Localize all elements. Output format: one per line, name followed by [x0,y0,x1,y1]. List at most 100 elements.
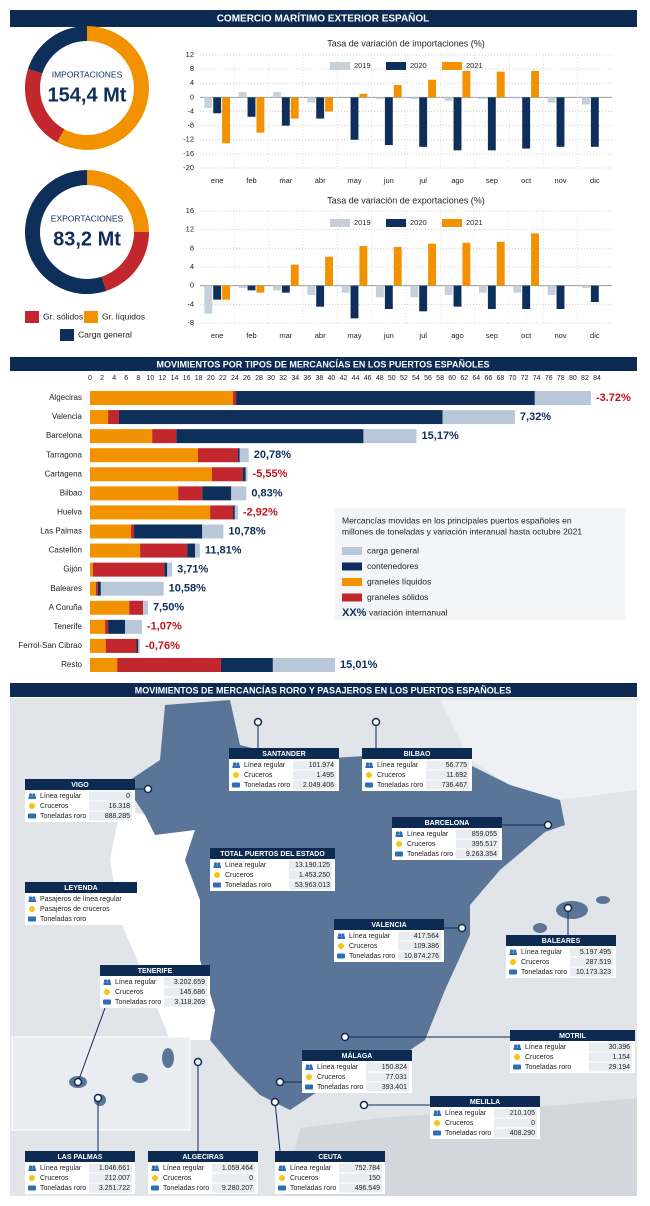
icon-cruise [279,1175,285,1181]
bar [204,285,213,314]
icon-cruise [434,1120,440,1126]
row-value: 210.105 [510,1110,535,1117]
bar [428,79,437,98]
bar-segment [245,467,248,482]
bar-segment [242,467,246,482]
icon-cruise [104,989,110,995]
x-tick-label: 72 [521,375,529,382]
icon-people [232,765,240,768]
x-tick-label: 46 [364,375,372,382]
donut-segment [28,26,87,74]
icon-cruise [29,1175,35,1181]
row-label: Toneladas roro [525,1064,571,1071]
bar-segment [129,600,144,615]
box-title: BALEARES [542,938,581,945]
section-bar [10,357,637,371]
bar-segment [534,391,591,405]
box-title-bar [392,817,502,828]
legend-label: Gr. sólidos [43,311,83,321]
x-tick-label: 48 [376,375,384,382]
bar [478,97,487,100]
icon-truck [337,953,345,959]
row-label: Toneladas roro [521,969,567,976]
variation-label: 7,32% [520,411,551,423]
bar-segment [167,562,173,577]
value-bg [589,1052,632,1062]
box-title-bar [25,779,135,790]
row-label: Línea regular [163,1165,205,1172]
france [440,700,637,800]
icon-people [341,933,345,937]
x-tick-label: 28 [255,375,263,382]
row-value: 2.049.406 [303,782,334,789]
box-title: MOTRIL [559,1033,587,1040]
row-value: 56.775 [446,762,468,769]
icon-cruise [338,943,344,949]
bar [531,70,540,98]
box-title: VIGO [71,782,89,789]
icon-people [509,949,514,953]
value-bg [339,1173,382,1183]
bar [522,285,531,309]
x-tick-label: nov [554,176,566,185]
x-tick-label: 10 [146,375,154,382]
x-tick-label: 20 [207,375,215,382]
donut-total: 83,2 Mt [53,228,121,250]
x-tick-label: 30 [267,375,275,382]
bar-segment [117,657,221,672]
icon-people [433,1110,438,1114]
bar-segment [363,429,417,444]
icon-people [309,1064,313,1068]
x-tick-label: 52 [400,375,408,382]
box-title-bar [25,882,137,893]
icon-people [369,762,373,766]
x-tick-label: 4 [112,375,116,382]
row-label: Cruceros [317,1074,346,1081]
icon-people [278,1168,286,1171]
port-dot [193,1057,203,1067]
row-label: Cruceros [40,1175,69,1182]
bar-segment [234,505,238,520]
value-bg [426,760,469,770]
bar [419,97,428,147]
bar [496,71,505,98]
bar [410,285,419,298]
bar-segment [134,524,203,539]
legend-sample: XX% [342,607,367,619]
bar-segment [140,543,188,558]
box-title: BARCELONA [425,820,470,827]
icon-truck [28,1185,36,1191]
bar [238,285,247,288]
row-label: Toneladas roro [290,1185,336,1192]
icon-people [151,1168,159,1171]
row-label: Toneladas roro [40,916,86,923]
x-tick-label: 64 [472,375,480,382]
donut-segment [57,26,149,150]
x-tick-label: 22 [219,375,227,382]
x-tick-label: 76 [545,375,553,382]
icon-people [282,1165,286,1169]
variation-label: -0,76% [145,640,180,652]
box-title-bar [362,748,472,759]
value-bg [289,880,332,890]
legend-label: variación internanual [369,607,448,617]
value-bg [366,1082,409,1092]
row-value: 395.517 [472,841,497,848]
icon-people [32,793,36,797]
y-tick-label: -8 [187,121,194,130]
bar [359,93,368,98]
x-tick-label: ene [211,176,224,185]
bar [272,285,281,291]
row-value: 13.190.125 [295,862,330,869]
category-label: Tenerife [54,622,83,631]
category-label: Huelva [57,508,82,517]
icon-people [365,762,370,766]
row-label: Línea regular [445,1110,487,1117]
value-bg [212,1173,255,1183]
bar [581,285,590,288]
bar-segment [108,410,119,425]
row-label: Cruceros [521,959,550,966]
value-bg [589,1042,632,1052]
x-tick-label: 44 [352,375,360,382]
bar-segment [105,619,109,634]
